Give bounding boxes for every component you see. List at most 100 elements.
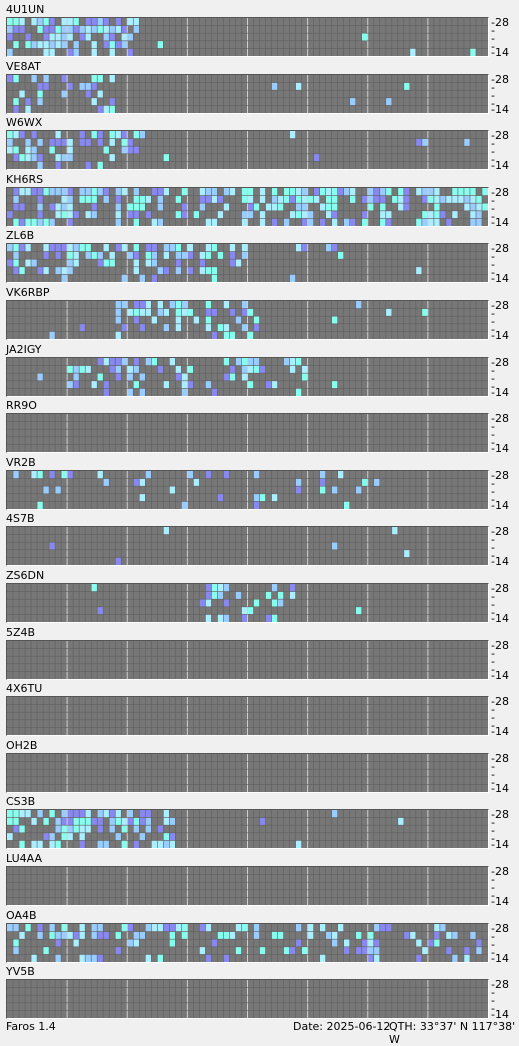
signal-cell <box>13 267 20 275</box>
signal-cell <box>121 301 128 309</box>
band-axis-top-label: -28 <box>491 412 509 426</box>
signal-cell <box>199 946 206 954</box>
signal-cell <box>301 946 308 954</box>
propagation-grid <box>6 300 489 340</box>
signal-cell <box>7 210 14 219</box>
app-name: Faros 1.4 <box>6 1020 56 1033</box>
signal-cell <box>223 584 230 592</box>
signal-cell <box>85 138 92 147</box>
signal-cell <box>73 210 80 219</box>
signal-cell <box>361 210 368 219</box>
beacon-panel: VE8AT -28- - - -14 <box>0 59 519 115</box>
signal-cell <box>67 153 74 162</box>
signal-cell <box>301 210 308 219</box>
signal-cell <box>7 74 14 83</box>
beacon-callsign: 4S7B <box>6 512 35 526</box>
signal-cell <box>169 357 176 366</box>
signal-cell <box>451 195 458 203</box>
signal-cell <box>187 267 194 275</box>
signal-cell <box>7 817 14 826</box>
signal-cell <box>181 251 188 260</box>
signal-cell <box>241 218 248 226</box>
signal-cell <box>385 218 392 226</box>
signal-cell <box>211 195 218 203</box>
signal-cell <box>25 810 32 818</box>
band-axis-top-label: -28 <box>491 865 509 878</box>
signal-cell <box>205 195 212 203</box>
propagation-grid <box>6 809 489 850</box>
signal-cell <box>85 18 92 26</box>
signal-cell <box>181 923 188 932</box>
signal-cell <box>163 840 170 849</box>
signal-cell <box>61 202 68 211</box>
signal-cell <box>157 187 164 196</box>
beacon-callsign: JA2IGY <box>6 342 42 356</box>
band-axis-top-label: -28 <box>491 751 509 765</box>
beacon-callsign: KH6RS <box>6 172 44 186</box>
signal-cell <box>121 33 128 41</box>
signal-cell <box>79 138 86 147</box>
signal-cell <box>61 810 68 818</box>
signal-cell <box>205 953 212 962</box>
signal-cell <box>157 301 164 309</box>
signal-cell <box>271 195 278 203</box>
signal-cell <box>217 195 224 203</box>
band-axis: -28- - - -14 <box>491 130 519 171</box>
signal-cell <box>331 187 338 196</box>
signal-cell <box>277 599 284 607</box>
signal-cell <box>61 138 68 147</box>
signal-cell <box>373 953 380 962</box>
signal-cell <box>121 923 128 932</box>
signal-cell <box>43 817 50 826</box>
signal-cell <box>25 259 32 268</box>
signal-cell <box>289 274 296 283</box>
signal-cell <box>241 365 248 373</box>
band-axis-tick: - <box>491 719 495 733</box>
signal-cell <box>445 931 452 939</box>
signal-cell <box>13 187 20 196</box>
signal-cell <box>37 923 44 932</box>
band-axis: -28- - - -14 <box>491 751 519 794</box>
signal-cell <box>211 274 218 283</box>
beacon-panel: RR9O -28- - - -14 <box>0 398 519 454</box>
band-axis-tick: - <box>491 193 495 207</box>
signal-cell <box>91 195 98 203</box>
signal-cell <box>55 953 62 962</box>
band-axis-tick: - <box>491 24 495 37</box>
signal-cell <box>97 606 104 615</box>
propagation-grid <box>6 17 489 57</box>
signal-cell <box>49 470 56 479</box>
band-axis-tick: - <box>491 145 495 159</box>
signal-cell <box>337 923 344 932</box>
signal-cell <box>211 331 218 339</box>
signal-cell <box>229 308 236 317</box>
signal-cell <box>241 195 248 203</box>
signal-cell <box>421 218 428 226</box>
signal-cell <box>55 153 62 162</box>
band-axis-tick: - <box>491 889 495 902</box>
signal-cell <box>241 301 248 309</box>
signal-cell <box>103 244 110 252</box>
signal-cell <box>139 478 146 486</box>
signal-cell <box>151 187 158 196</box>
signal-cell <box>163 323 170 332</box>
band-axis: -28- - - -14 <box>491 300 519 342</box>
signal-cell <box>25 33 32 41</box>
signal-cell <box>223 953 230 962</box>
signal-cell <box>145 259 152 268</box>
signal-cell <box>49 833 56 841</box>
signal-cell <box>43 33 50 41</box>
signal-cell <box>151 259 158 268</box>
signal-cell <box>115 25 122 34</box>
signal-cell <box>223 931 230 939</box>
signal-cell <box>289 584 296 592</box>
signal-cell <box>25 153 32 162</box>
signal-cell <box>283 187 290 196</box>
signal-cell <box>151 274 158 283</box>
band-axis-bottom-label: -14 <box>491 329 509 342</box>
signal-cell <box>229 259 236 268</box>
signal-cell <box>205 470 212 479</box>
signal-cell <box>103 840 110 849</box>
band-axis-bottom-label: -14 <box>491 1008 509 1022</box>
signal-cell <box>463 138 470 147</box>
